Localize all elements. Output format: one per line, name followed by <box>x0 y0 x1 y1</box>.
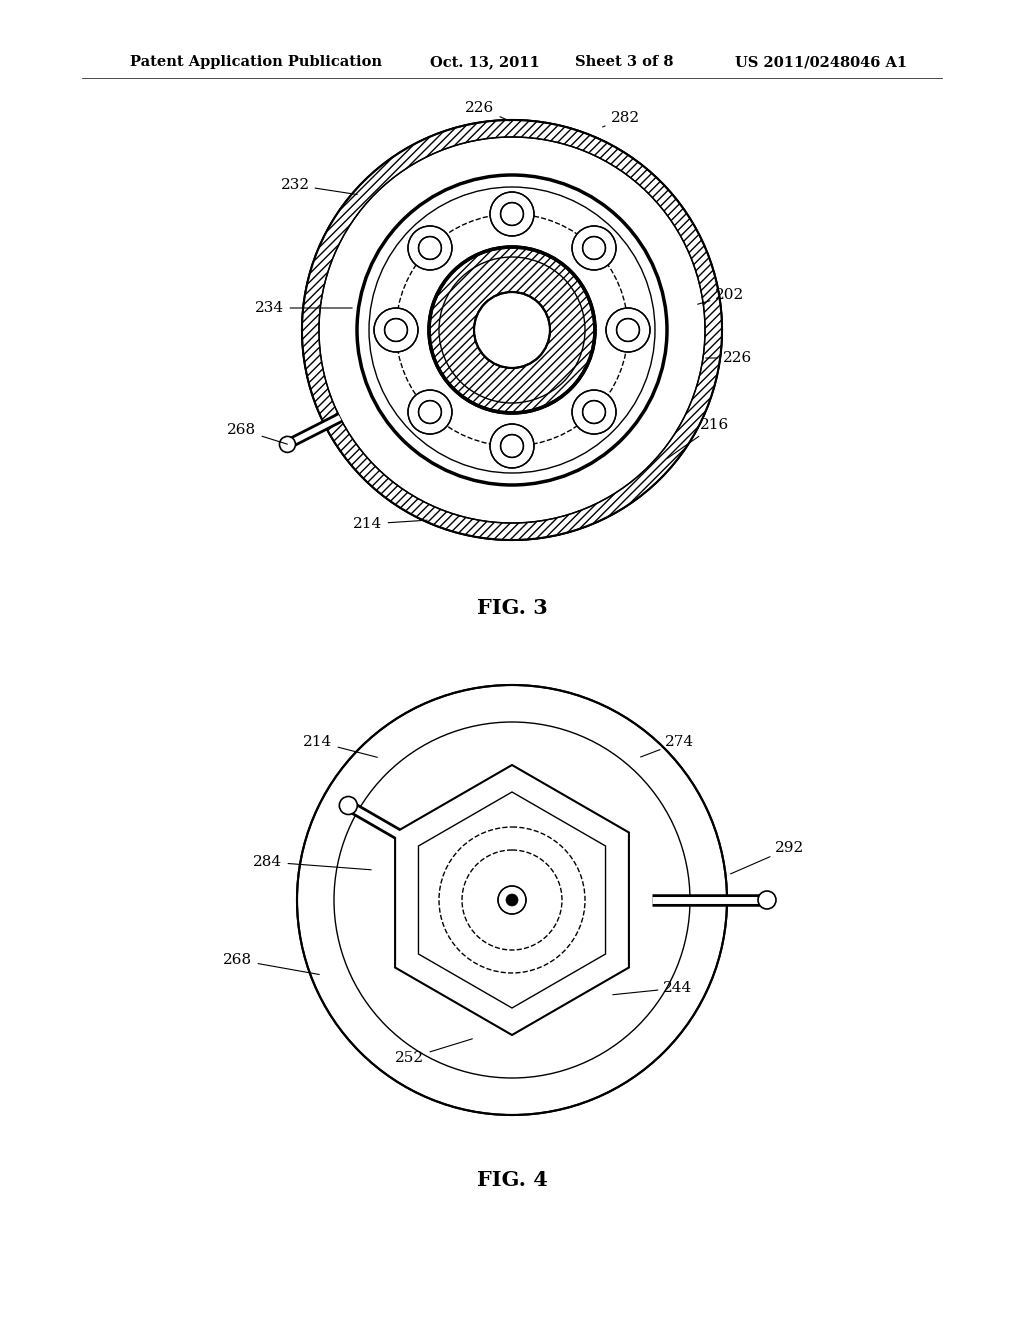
Circle shape <box>374 308 418 352</box>
Circle shape <box>501 202 523 226</box>
Text: 244: 244 <box>612 981 692 995</box>
Text: 216: 216 <box>668 418 730 458</box>
Text: 226: 226 <box>706 351 753 366</box>
Circle shape <box>339 796 357 814</box>
Circle shape <box>408 389 452 434</box>
Text: Sheet 3 of 8: Sheet 3 of 8 <box>575 55 674 69</box>
Text: 202: 202 <box>697 288 744 304</box>
Polygon shape <box>419 792 605 1008</box>
Text: 226: 226 <box>465 102 510 121</box>
Text: 232: 232 <box>281 178 357 194</box>
Circle shape <box>490 424 534 469</box>
Circle shape <box>572 389 616 434</box>
Text: Patent Application Publication: Patent Application Publication <box>130 55 382 69</box>
Text: 282: 282 <box>602 111 640 127</box>
Text: 252: 252 <box>395 1039 472 1065</box>
Circle shape <box>302 120 722 540</box>
Circle shape <box>419 400 441 424</box>
Text: 234: 234 <box>255 301 352 315</box>
Text: 268: 268 <box>227 422 288 444</box>
Circle shape <box>498 886 526 913</box>
Circle shape <box>572 226 616 271</box>
Circle shape <box>385 318 408 342</box>
Text: 268: 268 <box>223 953 319 974</box>
Circle shape <box>616 318 639 342</box>
Circle shape <box>408 226 452 271</box>
Circle shape <box>297 685 727 1115</box>
Circle shape <box>419 236 441 260</box>
Circle shape <box>490 191 534 236</box>
Text: 214: 214 <box>353 517 427 531</box>
Circle shape <box>506 894 518 906</box>
Circle shape <box>758 891 776 909</box>
Circle shape <box>474 292 550 368</box>
Circle shape <box>606 308 650 352</box>
Text: 292: 292 <box>730 841 805 874</box>
Text: 274: 274 <box>641 735 694 756</box>
Circle shape <box>357 176 667 484</box>
Circle shape <box>369 187 655 473</box>
Circle shape <box>429 247 595 413</box>
Circle shape <box>583 400 605 424</box>
Text: US 2011/0248046 A1: US 2011/0248046 A1 <box>735 55 907 69</box>
Text: FIG. 4: FIG. 4 <box>476 1170 548 1191</box>
Text: FIG. 3: FIG. 3 <box>476 598 548 618</box>
Polygon shape <box>395 766 629 1035</box>
Circle shape <box>583 236 605 260</box>
Text: 284: 284 <box>253 855 372 870</box>
Circle shape <box>280 437 296 453</box>
Text: Oct. 13, 2011: Oct. 13, 2011 <box>430 55 540 69</box>
Circle shape <box>501 434 523 458</box>
Text: 214: 214 <box>303 735 377 758</box>
